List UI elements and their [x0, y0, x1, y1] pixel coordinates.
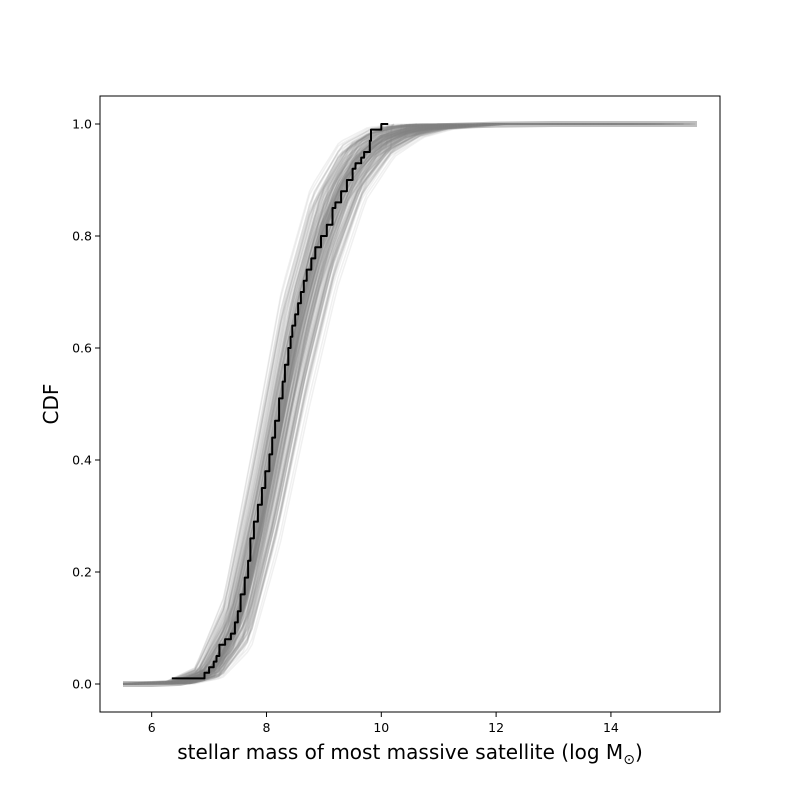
observed-cdf-line: [171, 123, 389, 680]
y-tick-label: 0.6: [72, 341, 92, 356]
y-axis-label: CDF: [39, 384, 63, 425]
x-axis-label-subscript: ⊙: [623, 752, 635, 768]
simulated-cdf-realizations: [122, 121, 697, 687]
y-tick-label: 0.0: [72, 677, 92, 692]
y-axis-ticks: 0.0 0.2 0.4 0.6 0.8 1.0: [72, 117, 100, 692]
x-axis-label: stellar mass of most massive satellite (…: [177, 740, 643, 768]
plot-frame: [99, 95, 721, 713]
y-tick-label: 0.2: [72, 565, 92, 580]
x-axis-label-main: stellar mass of most massive satellite (…: [177, 740, 623, 764]
x-axis-label-suffix: ): [635, 740, 643, 764]
x-tick-label: 8: [263, 720, 271, 735]
x-tick-label: 14: [603, 720, 619, 735]
x-tick-label: 6: [148, 720, 156, 735]
x-tick-label: 12: [488, 720, 504, 735]
y-tick-label: 1.0: [72, 117, 92, 132]
observed-cdf-group: [171, 123, 389, 680]
x-axis-ticks: 6 8 10 12 14: [148, 712, 619, 735]
realization-line: [122, 123, 395, 685]
realization-median-line: [123, 121, 697, 687]
y-tick-label: 0.8: [72, 229, 92, 244]
y-tick-label: 0.4: [72, 453, 92, 468]
x-tick-label: 10: [373, 720, 389, 735]
